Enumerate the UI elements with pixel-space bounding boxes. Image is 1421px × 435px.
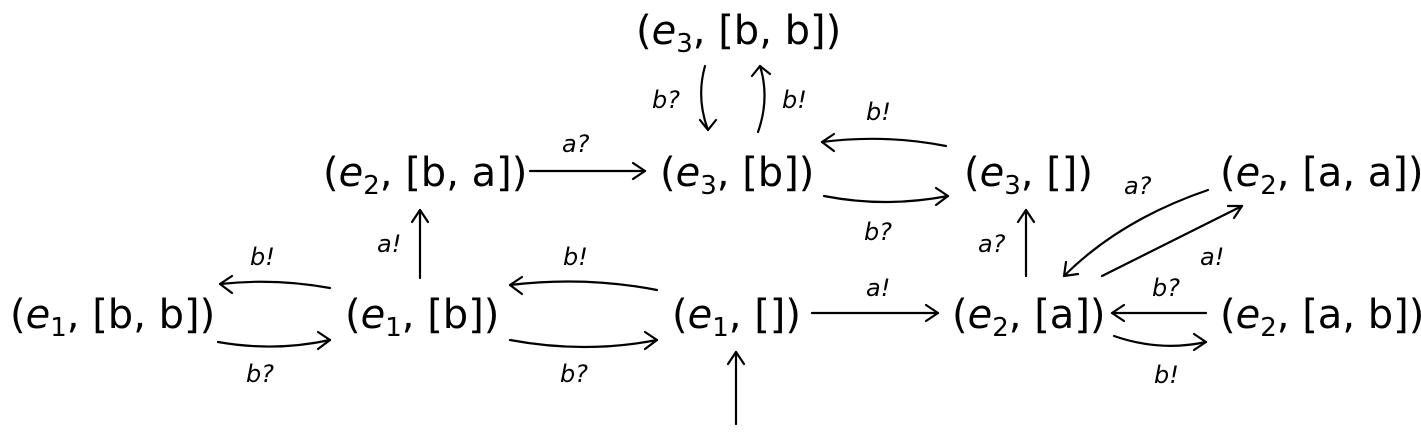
node-e1-bb-rest: , [b, b]) [67, 292, 215, 338]
node-e1-bb-var: e [26, 292, 51, 338]
edge-label: a? [1124, 172, 1152, 200]
node-e2-ab: (e2, [a, b]) [1220, 292, 1421, 343]
initial-state-arrow [726, 350, 746, 426]
edge-label: b? [560, 360, 588, 388]
edge-e2aa-to-e2a: a? [1062, 172, 1210, 278]
edge-e1b-to-e1empty: b? [508, 330, 659, 388]
edge-e1b-to-e2ba: a! [377, 208, 430, 280]
edge-e2a-to-e3empty: a? [978, 208, 1036, 278]
edge-label: a? [562, 130, 590, 158]
node-e3-empty: (e3, []) [964, 150, 1093, 201]
edge-label: a! [866, 274, 890, 302]
edge-label: b! [782, 86, 807, 114]
node-e1-bb: (e1, [b, b]) [10, 292, 215, 343]
edge-label: b? [246, 360, 274, 388]
edge-e1bb-to-e1b: b? [216, 330, 332, 388]
edge-label: b? [864, 218, 892, 246]
edge-e2a-to-e2aa: a! [1100, 204, 1244, 278]
edge-label: a! [377, 230, 401, 258]
node-e3-b: (e3, [b]) [660, 150, 814, 201]
edge-label: a? [978, 230, 1006, 258]
edge-e1b-to-e1bb: b! [218, 243, 332, 295]
node-e3-bb: (e3, [b, b]) [636, 8, 841, 59]
node-e1-b: (e1, [b]) [345, 292, 499, 343]
edge-label: b! [563, 243, 588, 271]
edge-e3bb-to-e3b: b? [652, 64, 718, 132]
node-e2-a: (e2, [a]) [952, 292, 1106, 343]
edge-e2a-to-e2ab: b! [1112, 332, 1208, 389]
node-e1-bb-sub: 1 [50, 313, 67, 343]
edge-label: b! [250, 243, 275, 271]
edge-label: b? [652, 86, 680, 114]
edge-e1empty-to-e1b: b! [508, 243, 659, 296]
node-e2-aa: (e2, [a, a]) [1220, 150, 1421, 201]
edge-e3empty-to-e3b: b! [820, 98, 948, 153]
edge-e3b-to-e3empty: b? [822, 186, 950, 246]
edge-label: b? [1152, 274, 1180, 302]
node-e2-ba: (e2, [b, a]) [323, 150, 527, 201]
edge-label: a! [1200, 243, 1224, 271]
node-e1-empty: (e1, []) [672, 292, 801, 343]
edge-e1empty-to-e2a: a! [810, 274, 940, 323]
edge-label: b! [1154, 361, 1179, 389]
edge-e3b-to-e3bb: b! [750, 64, 807, 134]
edge-label: b! [866, 98, 891, 126]
edge-e2ab-to-e2a: b? [1110, 274, 1208, 323]
edge-e2ba-to-e3b: a? [528, 130, 647, 181]
